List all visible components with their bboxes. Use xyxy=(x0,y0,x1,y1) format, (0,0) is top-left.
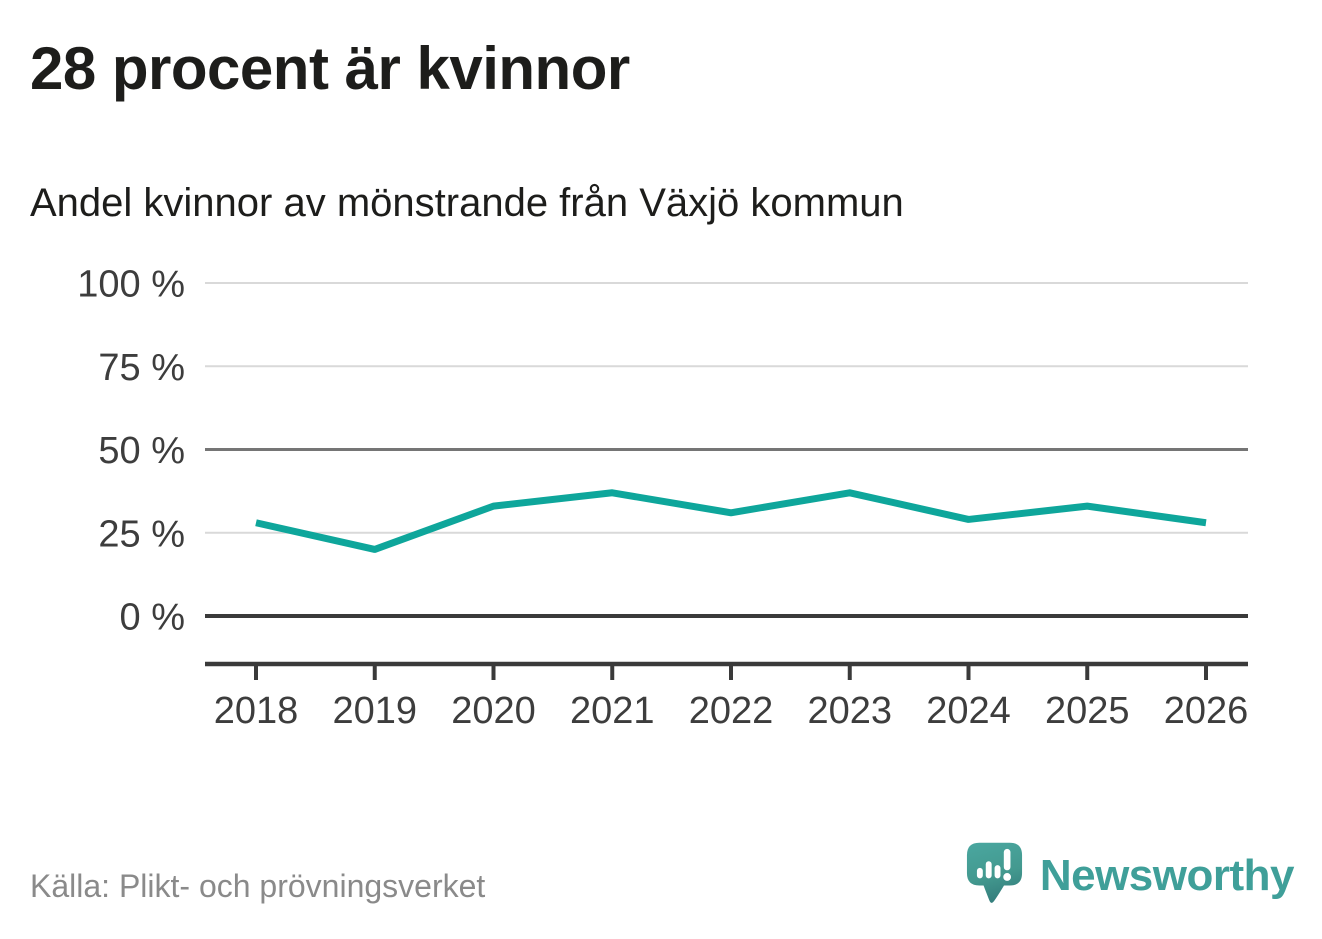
x-axis-label-2023: 2023 xyxy=(807,690,892,732)
data-line-0 xyxy=(255,489,1207,553)
y-axis-label-100: 100 % xyxy=(77,264,185,306)
newsworthy-speech-bubble-chart-icon xyxy=(966,842,1022,903)
chart-title: 28 procent är kvinnor xyxy=(30,35,630,102)
logo-bar-3 xyxy=(994,865,1001,879)
y-axis-label-25: 25 % xyxy=(98,513,185,555)
chart-subtitle: Andel kvinnor av mönstrande från Växjö k… xyxy=(30,181,904,225)
y-axis-label-75: 75 % xyxy=(98,347,185,389)
x-axis-label-2018: 2018 xyxy=(214,690,299,732)
source-note: Källa: Plikt- och prövningsverket xyxy=(30,868,486,904)
x-axis-label-2022: 2022 xyxy=(689,690,774,732)
x-axis-label-2021: 2021 xyxy=(570,690,655,732)
brand-name: Newsworthy xyxy=(1039,851,1295,900)
x-axis-label-2019: 2019 xyxy=(332,690,417,732)
x-axis-label-2020: 2020 xyxy=(451,690,536,732)
y-axis-label-50: 50 % xyxy=(98,430,185,472)
logo-bar-1 xyxy=(976,867,983,879)
speech-bubble-shape xyxy=(966,842,1022,903)
brand-logo: Newsworthy xyxy=(966,840,1295,912)
y-axis-label-0: 0 % xyxy=(120,597,185,639)
x-axis-label-2024: 2024 xyxy=(926,690,1011,732)
logo-bar-2 xyxy=(985,861,992,879)
logo-exclamation-dot xyxy=(1003,873,1011,881)
x-axis-label-2026: 2026 xyxy=(1164,690,1249,732)
x-axis-label-2025: 2025 xyxy=(1045,690,1130,732)
logo-exclamation-bar xyxy=(1003,848,1011,871)
